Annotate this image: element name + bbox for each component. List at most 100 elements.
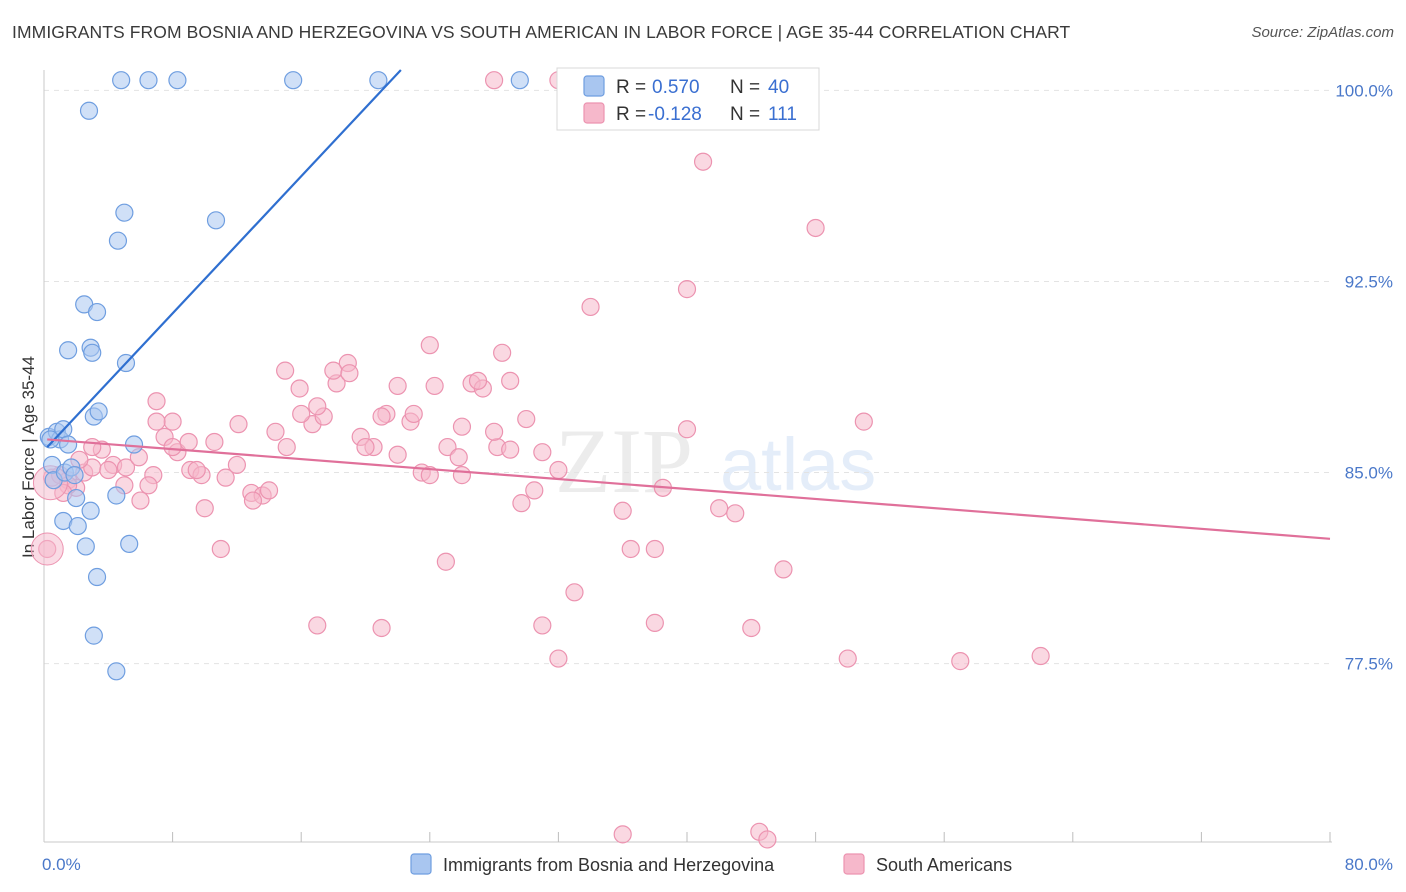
south-american-point-89 — [549, 649, 568, 668]
south-american-point-88 — [645, 613, 664, 632]
south-american-point-60 — [356, 437, 375, 457]
south-american-point-73 — [99, 460, 118, 480]
legend-n-label-pink: N = — [730, 104, 760, 125]
south-american-point-55 — [139, 476, 158, 495]
south-american-point-77 — [187, 460, 206, 480]
x-tick-labels: 0.0% 80.0% — [42, 855, 1393, 874]
south-american-point-70 — [517, 409, 536, 429]
south-american-point-54 — [259, 481, 279, 500]
south-american-point-49 — [179, 432, 198, 452]
bosnia-point-9 — [65, 466, 84, 485]
south-american-point-18 — [229, 415, 248, 434]
bosnia-point-24 — [120, 534, 139, 554]
south-american-point-36 — [449, 448, 468, 467]
south-american-point-68 — [485, 422, 504, 441]
south-american-point-100 — [645, 539, 664, 559]
bosnia-point-37 — [369, 71, 388, 90]
south-american-point-108 — [613, 825, 632, 844]
south-american-point-72 — [83, 437, 102, 457]
watermark-atlas: atlas — [720, 423, 876, 506]
south-american-point-105 — [372, 618, 391, 638]
south-american-point-64 — [420, 466, 439, 485]
south-american-point-23 — [290, 379, 309, 398]
south-american-point-78 — [276, 361, 295, 380]
y-axis-label: In Labor Force | Age 35-44 — [19, 356, 38, 558]
x-ticks — [172, 832, 1331, 842]
south-american-point-101 — [677, 420, 697, 439]
south-american-point-34 — [425, 376, 444, 396]
south-american-point-31 — [388, 445, 407, 464]
bosnia-point-31 — [206, 211, 226, 230]
south-american-point-46 — [131, 491, 150, 510]
y-tick-label-0: 100.0% — [1335, 81, 1393, 100]
axes — [43, 70, 1332, 843]
south-american-point-85 — [677, 280, 697, 299]
x-tick-label-0: 0.0% — [42, 855, 81, 874]
south-american-point-62 — [388, 376, 407, 396]
y-tick-label-3: 77.5% — [1345, 655, 1393, 674]
south-american-point-80 — [452, 466, 472, 485]
south-american-point-102 — [485, 71, 504, 90]
south-american-point-83 — [581, 297, 600, 317]
legend-swatch-blue — [583, 75, 605, 97]
bosnia-point-25 — [81, 501, 100, 520]
bosnia-point-10 — [67, 488, 86, 508]
south-american-point-63 — [404, 404, 423, 424]
y-tick-label-1: 92.5% — [1345, 272, 1393, 291]
south-american-point-79 — [420, 336, 439, 355]
x-tick-label-1: 80.0% — [1345, 855, 1393, 874]
legend-n-value-pink: 111 — [768, 104, 797, 125]
south-american-point-66 — [452, 417, 472, 436]
bosnia-trend-line — [46, 69, 402, 448]
watermark: ZIP atlas — [555, 410, 876, 512]
correlation-legend: R = 0.570 N = 40 R = -0.128 N = 111 — [556, 67, 820, 131]
south-american-point-65 — [436, 552, 455, 571]
bosnia-point-15 — [59, 341, 78, 360]
series-legend: Immigrants from Bosnia and Herzegovina S… — [410, 853, 1012, 875]
y-tick-label-2: 85.0% — [1345, 464, 1393, 483]
south-american-point-95 — [742, 618, 761, 638]
legend-swatch-pink — [583, 102, 605, 124]
bosnia-point-12 — [68, 516, 87, 536]
legend-n-value-blue: 40 — [768, 77, 789, 98]
south-american-point-21 — [266, 422, 285, 441]
south-american-point-76 — [163, 437, 182, 457]
bosnia-point-16 — [83, 343, 102, 362]
south-american-point-71 — [533, 443, 552, 462]
bottom-legend-swatch-pink — [843, 853, 865, 875]
south-american-point-42 — [525, 481, 544, 500]
south-american-point-86 — [710, 499, 729, 518]
bottom-legend-label-pink: South Americans — [876, 855, 1012, 875]
south-american-point-99 — [1031, 646, 1050, 666]
south-americans-points — [30, 71, 1050, 849]
gridlines — [44, 89, 1330, 665]
south-american-point-47 — [147, 392, 166, 411]
bosnia-point-13 — [76, 537, 95, 556]
bosnia-point-26 — [87, 567, 107, 587]
bottom-legend-label-blue: Immigrants from Bosnia and Herzegovina — [443, 855, 775, 875]
bottom-legend-swatch-blue — [410, 853, 432, 875]
bosnia-point-36 — [284, 71, 303, 90]
south-american-point-9 — [116, 458, 136, 477]
bosnia-points — [39, 71, 529, 681]
south-american-point-59 — [340, 364, 359, 383]
south-american-point-61 — [372, 407, 391, 426]
south-american-point-84 — [613, 501, 632, 520]
south-american-cluster-point-2 — [30, 532, 64, 566]
bosnia-point-22 — [107, 486, 126, 505]
south-american-point-106 — [533, 616, 552, 635]
south-american-trend-line — [47, 438, 1331, 540]
bosnia-point-33 — [112, 71, 131, 90]
south-american-point-35 — [438, 437, 457, 457]
south-american-point-40 — [501, 440, 520, 459]
south-american-point-94 — [854, 412, 873, 431]
bosnia-point-34 — [139, 71, 158, 90]
legend-r-value-pink: -0.128 — [648, 104, 702, 125]
south-american-point-96 — [774, 560, 793, 579]
trend-lines — [46, 69, 1331, 540]
bosnia-point-35 — [168, 71, 187, 90]
bosnia-point-32 — [79, 101, 99, 120]
south-american-point-50 — [195, 499, 214, 518]
source-credit: Source: ZipAtlas.com — [1251, 24, 1394, 41]
